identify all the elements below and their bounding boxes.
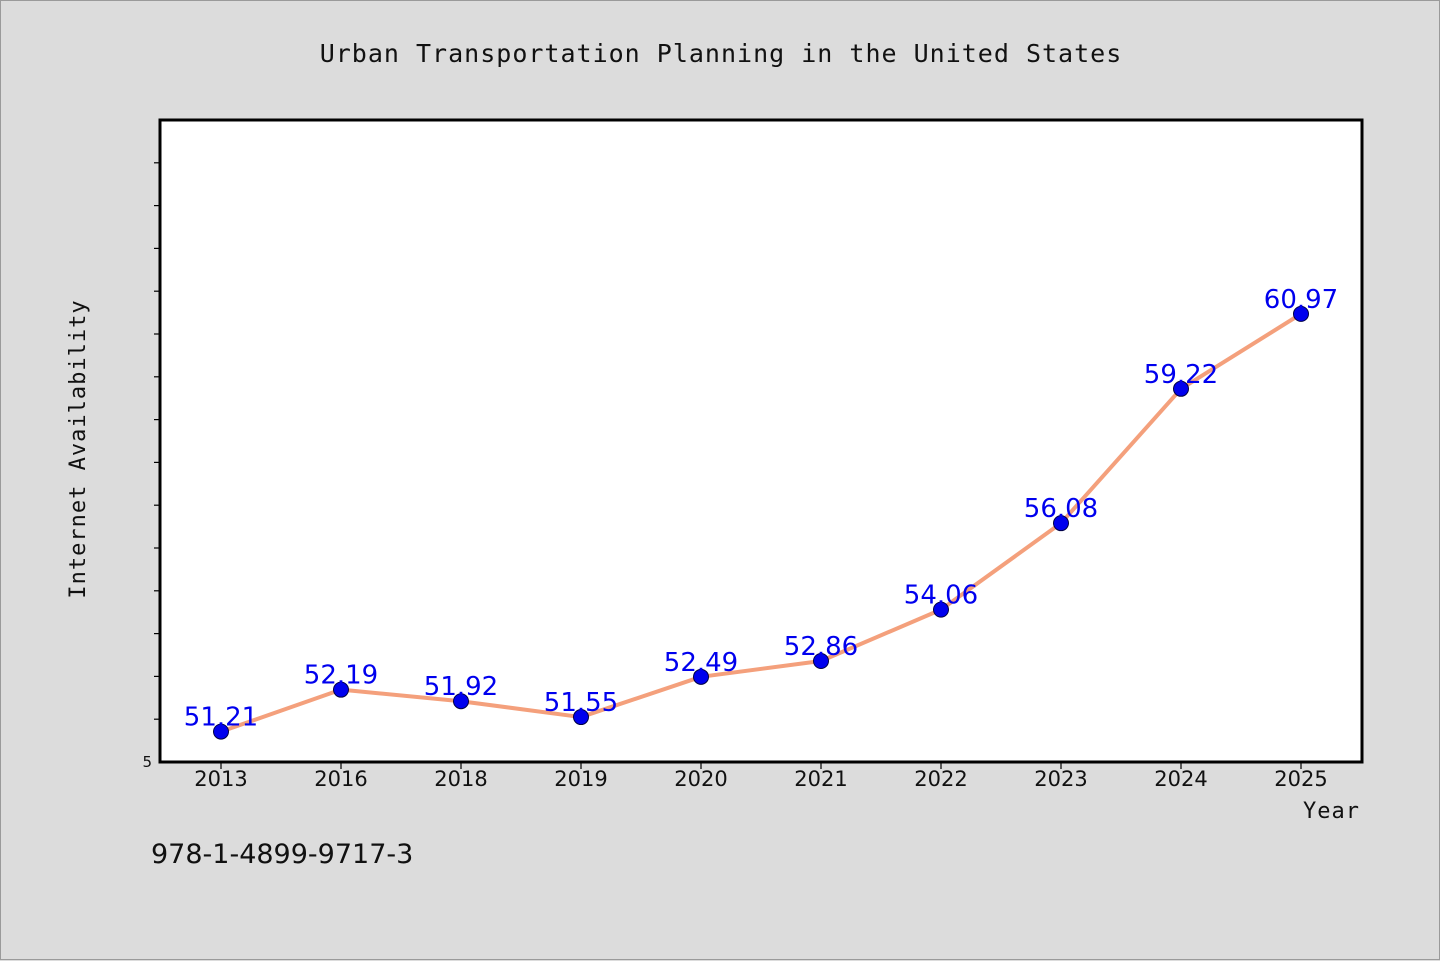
data-label: 51.21	[184, 703, 258, 733]
data-point	[693, 668, 709, 685]
x-axis-title: Year	[1303, 799, 1360, 824]
x-tick-label: 2013	[194, 767, 247, 791]
x-tick-label: 2024	[1154, 767, 1207, 791]
data-point	[813, 652, 829, 669]
x-tick-label: 2025	[1274, 767, 1327, 791]
data-label: 54.06	[904, 581, 978, 611]
x-tick-label: 2018	[434, 767, 487, 791]
y-axis-ticks: 5	[142, 162, 160, 771]
data-point	[453, 693, 469, 710]
x-tick-label: 2020	[674, 767, 727, 791]
data-label: 52.86	[784, 632, 858, 662]
isbn-text: 978-1-4899-9717-3	[151, 839, 413, 870]
data-point	[573, 709, 589, 726]
data-label: 59.22	[1144, 360, 1218, 390]
data-point	[1173, 380, 1189, 397]
data-point	[1293, 305, 1309, 322]
x-axis-ticks: 2013 2016 2018 2019 2020 2021 2022 2023 2024 2025	[194, 762, 1328, 791]
x-tick-label: 2021	[794, 767, 847, 791]
y-tick-label: 5	[142, 753, 152, 771]
y-axis-title: Internet Availability	[66, 299, 91, 598]
data-point	[213, 723, 229, 740]
x-tick-label: 2016	[314, 767, 367, 791]
plot-area	[158, 118, 1364, 764]
data-point	[1053, 515, 1069, 532]
chart-title: Urban Transportation Planning in the Uni…	[320, 39, 1123, 68]
data-label: 56.08	[1024, 494, 1098, 524]
data-label: 52.19	[304, 661, 378, 691]
data-label: 51.92	[424, 672, 498, 702]
data-point	[333, 681, 349, 698]
series-line	[219, 311, 1303, 734]
x-tick-label: 2019	[554, 767, 607, 791]
x-tick-label: 2022	[914, 767, 967, 791]
data-point	[933, 601, 949, 618]
data-label: 52.49	[664, 648, 738, 678]
data-label: 60.97	[1264, 285, 1338, 315]
series-layer: 51.21 52.19 51.92 51.55 52.49 52.86 54.06 56.08…	[184, 285, 1338, 740]
x-tick-label: 2023	[1034, 767, 1087, 791]
data-label: 51.55	[544, 688, 618, 718]
